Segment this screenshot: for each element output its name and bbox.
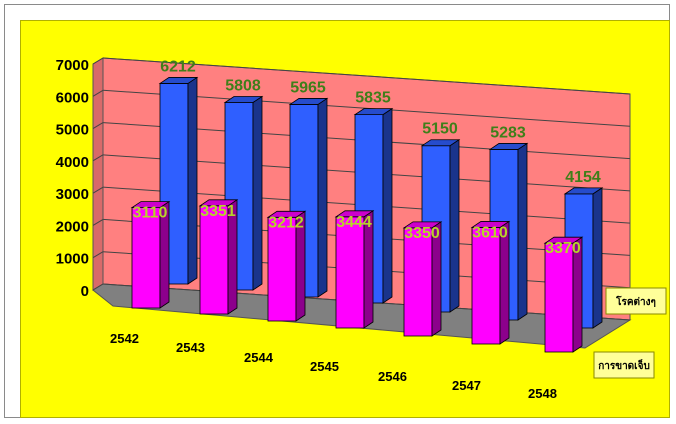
series-front-bars bbox=[130, 199, 584, 353]
data-label: 5808 bbox=[225, 77, 261, 94]
y-axis-ticks: 0 1000 2000 3000 4000 5000 6000 7000 bbox=[56, 57, 89, 300]
bar-side-face bbox=[592, 187, 603, 329]
bar-front-face bbox=[131, 207, 161, 309]
bar-top-face bbox=[130, 201, 171, 208]
y-tick-label: 7000 bbox=[56, 57, 89, 74]
bar-top-face bbox=[420, 139, 461, 147]
gridline-side bbox=[92, 57, 104, 65]
data-label: 5150 bbox=[422, 121, 458, 138]
y-tick-label: 2000 bbox=[56, 218, 89, 235]
x-category-label: 2543 bbox=[176, 340, 205, 355]
bar-top-face bbox=[488, 143, 529, 150]
bar-top-face bbox=[334, 210, 375, 218]
bar-2545-series2 bbox=[334, 210, 375, 329]
bar-side-face bbox=[517, 142, 528, 321]
bar-top-face bbox=[470, 221, 511, 228]
data-label: 3351 bbox=[200, 203, 236, 220]
x-category-label: 2546 bbox=[378, 369, 407, 384]
legend-item: โรคต่างๆ bbox=[605, 287, 667, 315]
series-back-labels: 6212 5808 5965 5835 5150 5283 4154 bbox=[160, 58, 601, 185]
y-tick-label: 5000 bbox=[56, 122, 89, 139]
x-category-label: 2548 bbox=[528, 386, 557, 401]
bar-2546-series2 bbox=[402, 221, 443, 337]
legend-item: การขาดเจ็บ bbox=[593, 351, 655, 379]
bar-top-face bbox=[158, 77, 199, 84]
data-label: 3444 bbox=[336, 214, 372, 231]
legend-box bbox=[593, 351, 655, 379]
bar-top-face bbox=[266, 210, 307, 218]
gridline-side bbox=[92, 122, 104, 130]
bar-top-face bbox=[198, 199, 239, 207]
data-label: 3610 bbox=[472, 224, 508, 241]
gridline-side bbox=[92, 218, 104, 226]
data-label: 3350 bbox=[404, 225, 440, 242]
y-tick-label: 1000 bbox=[56, 251, 89, 268]
legend-label: โรคต่างๆ bbox=[615, 295, 656, 308]
bar-front-face bbox=[267, 216, 297, 322]
legend-label: การขาดเจ็บ bbox=[598, 358, 650, 372]
bar-side-face bbox=[187, 76, 198, 285]
gridline-side bbox=[92, 154, 104, 162]
bar-2542-series2 bbox=[130, 200, 171, 309]
bar-2543-series1 bbox=[223, 95, 264, 291]
bar-top-face bbox=[543, 236, 584, 244]
bar-front-face bbox=[544, 242, 574, 353]
bar-side-face bbox=[382, 107, 393, 304]
bar-side-face bbox=[449, 138, 460, 313]
gridline-side bbox=[92, 251, 104, 259]
bar-top-face bbox=[563, 187, 604, 195]
data-label: 5283 bbox=[490, 124, 526, 141]
bar-2542-series1 bbox=[158, 76, 199, 285]
legend-box bbox=[605, 287, 667, 315]
x-category-label: 2544 bbox=[244, 350, 274, 365]
data-label: 5835 bbox=[355, 90, 391, 107]
bar-2547-series2 bbox=[470, 220, 511, 345]
y-tick-label: 3000 bbox=[56, 186, 89, 203]
y-tick-label: 6000 bbox=[56, 89, 89, 106]
bar-side-face bbox=[252, 95, 263, 291]
data-label: 4154 bbox=[565, 169, 601, 186]
data-label: 3110 bbox=[133, 205, 168, 222]
bar-front-face bbox=[199, 205, 229, 315]
bar-2548-series2 bbox=[543, 236, 584, 353]
bar-top-face bbox=[353, 108, 394, 116]
x-category-label: 2547 bbox=[452, 378, 481, 393]
bar-front-face bbox=[335, 216, 365, 329]
data-label: 3370 bbox=[545, 240, 581, 257]
bar-top-face bbox=[223, 96, 264, 103]
series-front-labels: 3110 3351 3212 3444 3350 3610 3370 bbox=[133, 203, 581, 257]
data-label: 3212 bbox=[268, 214, 304, 231]
x-category-label: 2545 bbox=[310, 359, 339, 374]
gridline-side bbox=[92, 89, 104, 97]
x-axis-categories: 2542 2543 2544 2545 2546 2547 2548 bbox=[110, 331, 557, 401]
y-tick-label: 4000 bbox=[56, 154, 89, 171]
bar-top-face bbox=[288, 98, 329, 105]
gridline bbox=[102, 57, 631, 95]
data-label: 5965 bbox=[290, 79, 326, 96]
gridline-side bbox=[92, 186, 104, 194]
bar-top-face bbox=[402, 221, 443, 229]
bar-front-face bbox=[224, 102, 254, 291]
bar-front-face bbox=[403, 227, 433, 337]
x-category-label: 2542 bbox=[110, 331, 139, 346]
y-tick-label: 0 bbox=[81, 283, 89, 300]
gridline-side bbox=[92, 283, 104, 291]
data-label: 6212 bbox=[160, 58, 196, 75]
bar-2544-series2 bbox=[266, 210, 307, 322]
bar-side-face bbox=[317, 97, 328, 298]
bar-2543-series2 bbox=[198, 199, 239, 315]
bar-front-face bbox=[471, 227, 501, 345]
